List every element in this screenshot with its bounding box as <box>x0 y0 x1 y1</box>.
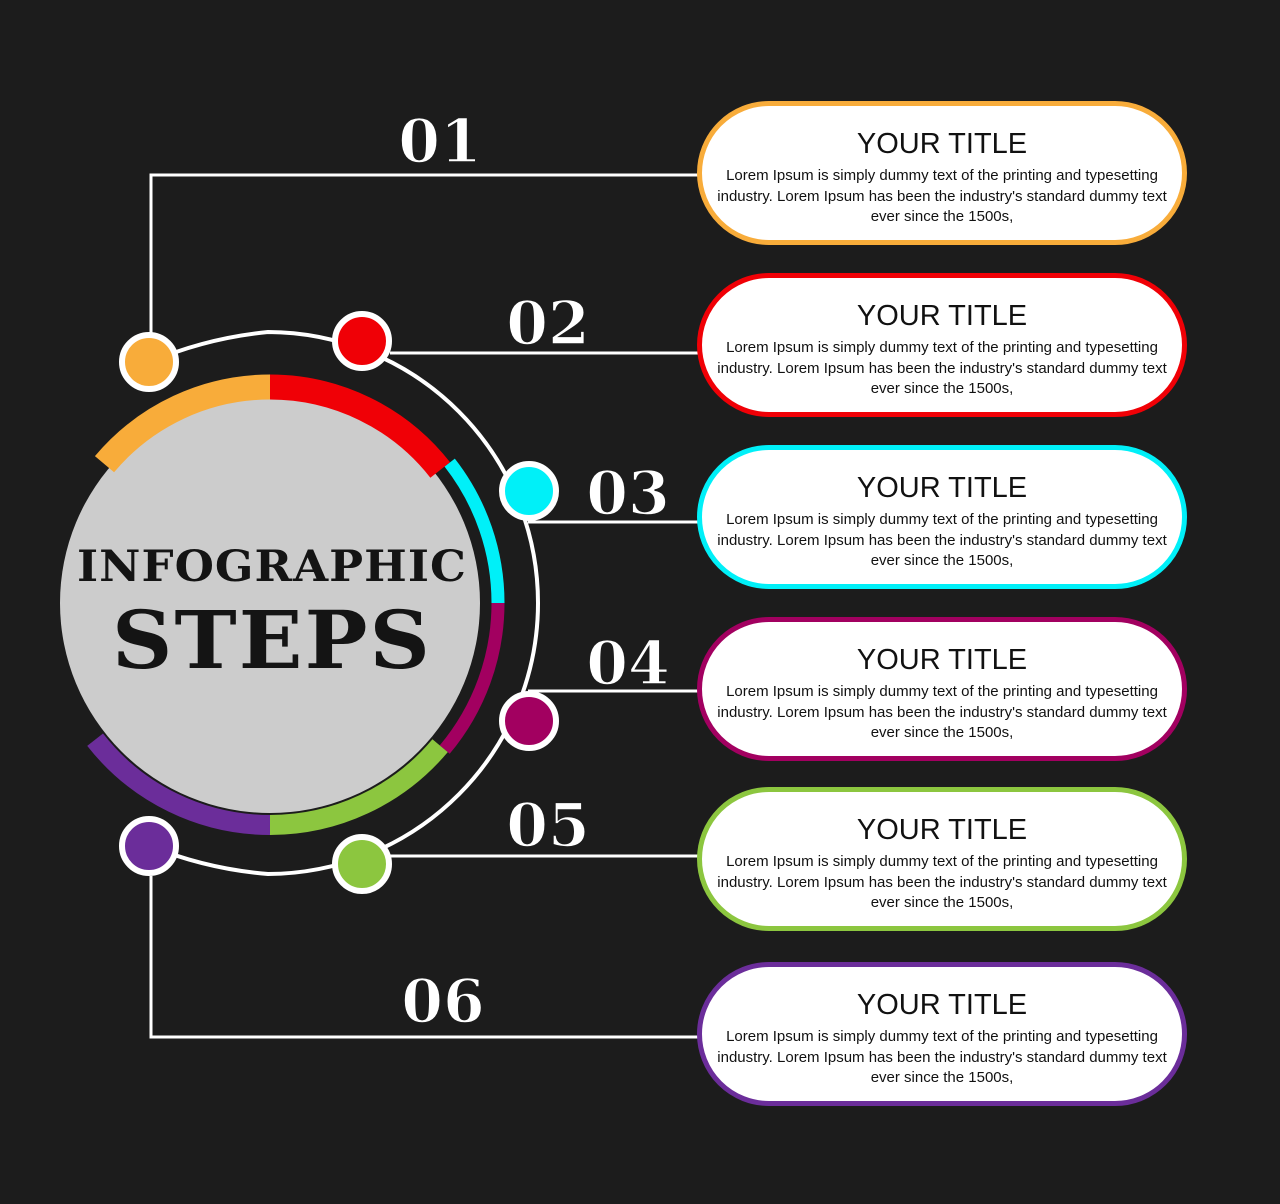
step-card-text: Lorem Ipsum is simply dummy text of the … <box>717 511 1167 569</box>
step-card-05: YOUR TITLE Lorem Ipsum is simply dummy t… <box>697 787 1187 931</box>
step-card-title: YOUR TITLE <box>856 472 1028 504</box>
ring-segment-06 <box>87 733 271 835</box>
step-dot-02 <box>332 311 392 371</box>
step-dot-04 <box>499 691 559 751</box>
step-number-04: 04 <box>586 629 670 699</box>
step-dot-03 <box>499 461 559 521</box>
step-card-04: YOUR TITLE Lorem Ipsum is simply dummy t… <box>697 617 1187 761</box>
ring-segment-02 <box>269 374 451 478</box>
step-card-06: YOUR TITLE Lorem Ipsum is simply dummy t… <box>697 962 1187 1106</box>
step-card-title: YOUR TITLE <box>856 644 1028 676</box>
step-card-title: YOUR TITLE <box>856 989 1028 1021</box>
outer-ring <box>149 329 541 877</box>
ring-segment-04 <box>439 602 505 754</box>
ring-segment-05 <box>269 739 448 835</box>
step-card-text: Lorem Ipsum is simply dummy text of the … <box>717 339 1167 397</box>
step-number-05: 05 <box>506 791 590 861</box>
step-number-03: 03 <box>586 459 670 529</box>
headline-line2: STEPS <box>112 593 432 687</box>
step-card-03: YOUR TITLE Lorem Ipsum is simply dummy t… <box>697 445 1187 589</box>
step-number-02: 02 <box>506 289 590 359</box>
step-card-title: YOUR TITLE <box>856 300 1028 332</box>
step-number-01: 01 <box>398 107 482 177</box>
step-card-title: YOUR TITLE <box>856 128 1028 160</box>
step-card-02: YOUR TITLE Lorem Ipsum is simply dummy t… <box>697 273 1187 417</box>
step-number-06: 06 <box>401 967 485 1037</box>
connector-06 <box>149 876 700 1039</box>
headline-line1: INFOGRAPHIC <box>77 542 467 592</box>
step-card-01: YOUR TITLE Lorem Ipsum is simply dummy t… <box>697 101 1187 245</box>
step-card-text: Lorem Ipsum is simply dummy text of the … <box>717 167 1167 225</box>
step-card-text: Lorem Ipsum is simply dummy text of the … <box>717 1028 1167 1086</box>
connector-01 <box>149 173 700 335</box>
step-card-title: YOUR TITLE <box>856 814 1028 846</box>
step-card-text: Lorem Ipsum is simply dummy text of the … <box>717 683 1167 741</box>
step-card-text: Lorem Ipsum is simply dummy text of the … <box>717 853 1167 911</box>
ring-segment-03 <box>444 458 505 604</box>
step-dot-06 <box>119 816 179 876</box>
step-dot-05 <box>332 834 392 894</box>
ring-segment-01 <box>94 374 271 473</box>
step-dot-01 <box>119 332 179 392</box>
center-disc <box>60 393 480 813</box>
